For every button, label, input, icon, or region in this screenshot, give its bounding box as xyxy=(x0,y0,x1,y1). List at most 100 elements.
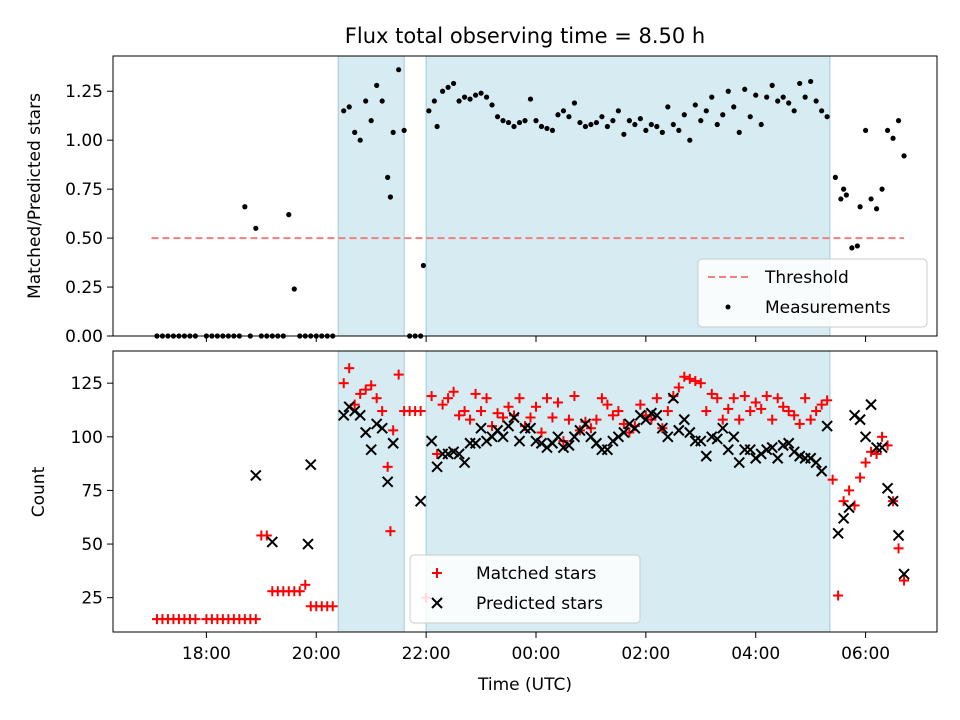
predicted-star-point-b xyxy=(766,441,778,454)
measurement-point xyxy=(420,262,426,269)
measurement-point xyxy=(577,119,583,126)
predicted-star-point xyxy=(618,426,630,439)
matched-star-point xyxy=(476,406,487,417)
count-legend: Matched stars Predicted stars xyxy=(409,554,641,624)
matched-star-point xyxy=(684,373,695,384)
predicted-star-point xyxy=(722,443,734,456)
matched-star-point xyxy=(569,391,580,402)
measurement-point xyxy=(703,108,709,114)
measurement-point xyxy=(599,114,605,120)
matched-star-point xyxy=(690,376,701,387)
measurement-point xyxy=(494,114,501,120)
matched-star-point xyxy=(613,406,624,417)
matched-star-point xyxy=(294,586,305,597)
matched-star-point xyxy=(514,393,525,404)
y-tick-label: 0.75 xyxy=(65,180,103,200)
predicted-star-point-b xyxy=(387,437,399,449)
predicted-star-point-b xyxy=(656,422,669,434)
predicted-star-point xyxy=(579,418,592,430)
measurement-point xyxy=(357,137,363,143)
matched-star-point xyxy=(673,382,684,393)
predicted-star-point xyxy=(678,413,691,426)
ratio-panel-frame xyxy=(112,55,938,337)
predicted-star-point xyxy=(651,409,663,422)
count-panel: 25 50 75 100 125 18:00 20:00 22:00 00:00 02:00 04… xyxy=(29,350,938,695)
measurement-point xyxy=(544,125,550,132)
measurements-legend-label: Measurements xyxy=(765,298,891,318)
predicted-star-point-b xyxy=(651,409,663,422)
matched-star-point xyxy=(739,391,750,402)
predicted-star-point xyxy=(717,422,729,434)
predicted-star-point-b xyxy=(590,437,603,449)
predicted-star-point-b xyxy=(837,512,850,525)
predicted-star-point xyxy=(815,465,828,477)
matched-star-point xyxy=(767,414,778,425)
predicted-star-point-b xyxy=(832,527,844,540)
predicted-star-point-b xyxy=(865,398,877,411)
measurement-point xyxy=(387,194,394,200)
measurement-point xyxy=(582,123,589,130)
measurement-point xyxy=(670,121,676,128)
predicted-star-point xyxy=(266,536,279,548)
measurement-points xyxy=(154,67,907,339)
matched-star-point xyxy=(602,399,613,410)
measurement-point xyxy=(363,98,369,104)
predicted-star-point-b xyxy=(414,495,427,507)
predicted-star-point xyxy=(250,469,262,482)
matched-star-point xyxy=(536,427,547,438)
predicted-star-point-b xyxy=(673,424,685,437)
y-tick-label: 1.00 xyxy=(65,131,103,151)
predicted-star-point-b xyxy=(497,431,509,443)
predicted-star-point-b xyxy=(365,443,377,456)
predicted-star-point xyxy=(881,482,894,494)
matched-star-point xyxy=(415,406,426,417)
y-tick-label: 50 xyxy=(81,535,103,555)
predicted-star-point-b xyxy=(744,443,756,456)
measurement-point xyxy=(253,225,259,231)
predicted-star-point xyxy=(354,409,366,422)
observing-span-1 xyxy=(337,350,405,633)
predicted-star-point-b xyxy=(618,426,630,439)
predicted-star-point-b xyxy=(453,448,465,460)
predicted-star-point xyxy=(469,437,482,449)
matched-star-point xyxy=(662,406,673,417)
predicted-star-point xyxy=(502,420,515,432)
predicted-star-point xyxy=(837,512,850,525)
matched-star-point xyxy=(778,401,789,412)
matched-star-point xyxy=(459,406,470,417)
matched-star-point xyxy=(563,414,574,425)
predicted-star-point xyxy=(381,476,394,488)
measurement-point xyxy=(775,98,781,104)
measurement-point xyxy=(725,88,731,94)
measurement-point xyxy=(445,84,451,90)
predicted-star-point-b xyxy=(695,435,707,447)
predicted-star-point xyxy=(892,529,905,542)
predicted-star-point xyxy=(552,431,564,443)
matched-star-point xyxy=(816,399,827,410)
predicted-star-point-b xyxy=(892,529,905,542)
predicted-star-point xyxy=(898,568,910,580)
predicted-star-point xyxy=(425,435,438,447)
matched-star-point xyxy=(382,461,393,472)
matched-star-point xyxy=(360,384,371,395)
matched-star-point xyxy=(547,412,558,423)
predicted-star-point-b xyxy=(706,431,718,443)
predicted-stars-points xyxy=(250,392,910,580)
predicted-star-point xyxy=(744,443,756,456)
matched-star-point xyxy=(377,406,388,417)
measurement-point xyxy=(731,104,737,110)
predicted-star-point xyxy=(810,456,822,469)
predicted-star-point-b xyxy=(881,482,894,494)
measurement-point xyxy=(841,186,847,192)
measurement-point xyxy=(736,129,742,135)
matched-star-point xyxy=(465,414,476,425)
measurement-point xyxy=(632,121,638,128)
matched-star-point xyxy=(552,397,563,408)
x-tick-label: 18:00 xyxy=(182,644,231,664)
measurement-point xyxy=(242,204,248,210)
measurement-point xyxy=(396,67,402,73)
count-panel-frame xyxy=(112,350,938,633)
measurement-point xyxy=(857,204,863,210)
predicted-star-point xyxy=(854,413,866,426)
predicted-star-point-b xyxy=(381,476,394,488)
